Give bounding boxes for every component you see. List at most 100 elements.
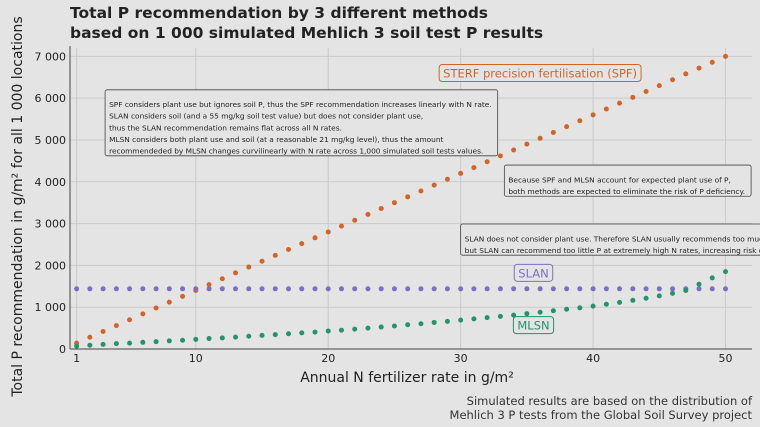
annotation-line: SLAN does not consider plant use. Theref… — [465, 234, 760, 243]
source-caption: Simulated results are based on the distr… — [450, 394, 752, 422]
y-tick-label: 6 000 — [35, 92, 67, 105]
annotation-line: recommendeded by MLSN changes curvilinea… — [109, 147, 483, 156]
data-point — [365, 325, 371, 331]
x-axis-title: Annual N fertilizer rate in g/m² — [300, 370, 514, 386]
data-point — [656, 286, 662, 292]
data-point — [471, 316, 477, 322]
data-point — [590, 303, 596, 309]
series-0-points — [74, 53, 729, 346]
series-1-points — [74, 286, 729, 292]
y-tick-label: 0 — [59, 343, 66, 356]
data-point — [113, 286, 119, 292]
data-point — [391, 323, 397, 329]
data-point — [471, 286, 477, 292]
data-point — [180, 337, 186, 343]
series-label-box — [513, 263, 554, 282]
annotation-line: SPF considers plant use but ignores soil… — [109, 100, 492, 109]
data-point — [431, 182, 437, 188]
x-tick-label: 10 — [189, 352, 203, 365]
source-caption-line-1: Simulated results are based on the distr… — [466, 394, 752, 408]
data-point — [577, 286, 583, 292]
data-point — [100, 341, 106, 347]
data-point — [286, 286, 292, 292]
data-point — [286, 247, 292, 253]
data-point — [405, 194, 411, 200]
x-tick-label: 20 — [321, 352, 335, 365]
data-point — [431, 319, 437, 325]
series-label-text: SLAN — [518, 266, 548, 280]
data-point — [180, 286, 186, 292]
data-point — [577, 118, 583, 124]
data-point — [312, 329, 318, 335]
data-point — [656, 83, 662, 89]
data-point — [484, 159, 490, 165]
y-tick-label: 7 000 — [35, 50, 67, 63]
data-point — [325, 229, 331, 235]
chart-title-line-1: Total P recommendation by 3 different me… — [70, 4, 489, 22]
data-point — [206, 282, 212, 288]
x-tick-label: 30 — [454, 352, 468, 365]
data-point — [683, 71, 689, 77]
y-tick-label: 1 000 — [35, 301, 67, 314]
data-point — [643, 295, 649, 301]
data-point — [564, 124, 570, 130]
data-point — [127, 340, 133, 346]
data-point — [444, 318, 450, 324]
data-point — [299, 241, 305, 247]
annotation-box — [503, 164, 752, 197]
data-point — [431, 286, 437, 292]
data-point — [444, 286, 450, 292]
annotation: Because SPF and MLSN account for expecte… — [503, 164, 752, 197]
data-point — [511, 147, 517, 153]
data-point — [590, 286, 596, 292]
data-point — [259, 258, 265, 264]
data-point — [418, 321, 424, 327]
data-point — [113, 341, 119, 347]
data-point — [590, 112, 596, 118]
x-tick-label: 1 — [73, 352, 80, 365]
data-point — [140, 339, 146, 345]
data-point — [670, 77, 676, 83]
data-point — [180, 293, 186, 299]
data-point — [524, 141, 530, 147]
data-point — [233, 334, 239, 340]
data-point — [338, 286, 344, 292]
y-tick-label: 2 000 — [35, 259, 67, 272]
data-point — [74, 343, 80, 349]
data-point — [87, 286, 93, 292]
data-point — [603, 301, 609, 307]
data-point — [206, 336, 212, 342]
data-point — [617, 286, 623, 292]
data-point — [484, 315, 490, 321]
data-point — [418, 188, 424, 194]
data-point — [166, 299, 172, 305]
data-point — [564, 306, 570, 312]
data-point — [683, 287, 689, 293]
data-point — [113, 323, 119, 329]
data-point — [233, 270, 239, 276]
annotation-line: SLAN considers soil (and a 55 mg/kg soil… — [109, 112, 423, 121]
data-point — [656, 293, 662, 299]
series-label-box — [512, 316, 555, 335]
data-point — [140, 286, 146, 292]
series-label: MLSN — [512, 316, 555, 335]
data-point — [405, 286, 411, 292]
data-point — [352, 217, 358, 223]
annotation-box — [104, 89, 499, 157]
data-point — [312, 235, 318, 241]
data-point — [458, 170, 464, 176]
data-point — [325, 328, 331, 334]
data-point — [670, 286, 676, 292]
data-point — [709, 275, 715, 281]
data-point — [378, 206, 384, 212]
annotation-line: both methods are expected to eliminate t… — [508, 187, 745, 196]
series-2-points — [74, 269, 729, 349]
data-point — [153, 305, 159, 311]
data-point — [127, 286, 133, 292]
data-point — [696, 281, 702, 287]
data-point — [617, 299, 623, 305]
annotation-line: Because SPF and MLSN account for expecte… — [508, 175, 731, 184]
data-point — [643, 286, 649, 292]
y-axis-title: Total P recommendation in g/m² for all 1… — [10, 16, 26, 397]
